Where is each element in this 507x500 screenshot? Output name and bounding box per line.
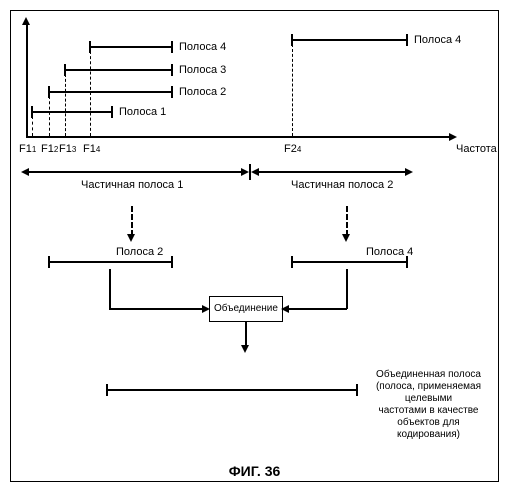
figure-caption: ФИГ. 36: [11, 463, 498, 479]
dash-f11: [32, 116, 33, 136]
note-l3: частотами в качестве объектов для: [361, 405, 496, 429]
partial2-label: Частичная полоса 2: [291, 179, 393, 191]
note-l4: кодирования): [361, 429, 496, 441]
tick-f12: F12: [41, 143, 58, 155]
partial2-line: [257, 171, 407, 173]
down-arrow-right-head: [342, 234, 350, 242]
band4l-end-tick: [171, 41, 173, 53]
mid-left-label: Полоса 2: [116, 246, 163, 258]
conn-right-v: [346, 269, 348, 309]
conn-left-h: [109, 308, 204, 310]
down-arrow-left: [131, 206, 133, 236]
dash-f24: [292, 44, 293, 136]
tick-f14: F14: [83, 143, 100, 155]
combined-line: [106, 389, 356, 391]
down-arrow-left-head: [127, 234, 135, 242]
band1-end-tick: [111, 106, 113, 118]
merge-box: Объединение: [209, 296, 283, 322]
tick-f11: F11: [19, 143, 36, 155]
partial1-label: Частичная полоса 1: [81, 179, 183, 191]
note-l1: Объединенная полоса: [361, 369, 496, 381]
band1-label: Полоса 1: [119, 106, 166, 118]
y-axis: [26, 21, 28, 136]
partial1-arrow-r: [241, 168, 249, 176]
band2-end-tick: [171, 86, 173, 98]
band2-label: Полоса 2: [179, 86, 226, 98]
box-down-line: [245, 322, 247, 347]
band3-label: Полоса 3: [179, 64, 226, 76]
x-axis-arrow: [449, 133, 457, 141]
y-axis-arrow: [22, 17, 30, 25]
conn-left-v: [109, 269, 111, 309]
dash-f14: [90, 51, 91, 136]
partial1-line: [26, 171, 244, 173]
band2-line: [48, 91, 171, 93]
dash-f12: [49, 96, 50, 136]
combined-note: Объединенная полоса (полоса, применяемая…: [361, 369, 496, 441]
dash-f13: [65, 74, 66, 136]
band3-line: [64, 69, 171, 71]
mid-right-label: Полоса 4: [366, 246, 413, 258]
band4r-end-tick: [406, 34, 408, 46]
down-arrow-right: [346, 206, 348, 236]
band4r-label: Полоса 4: [414, 34, 461, 46]
tick-f13: F13: [59, 143, 76, 155]
band4r-line: [291, 39, 406, 41]
band1-line: [31, 111, 111, 113]
x-axis: [26, 136, 451, 138]
partial2-arrow-l: [251, 168, 259, 176]
mid-right-line: [291, 261, 406, 263]
note-l2: (полоса, применяемая целевыми: [361, 381, 496, 405]
mid-left-end: [171, 256, 173, 268]
box-down-arrow: [241, 345, 249, 353]
combined-end: [356, 384, 358, 396]
band4l-line: [89, 46, 171, 48]
band3-end-tick: [171, 64, 173, 76]
partial2-arrow-r: [405, 168, 413, 176]
conn-right-h: [287, 308, 347, 310]
tick-f24: F24: [284, 143, 301, 155]
partial1-arrow-l: [21, 168, 29, 176]
mid-left-line: [48, 261, 171, 263]
x-axis-label: Частота: [456, 143, 497, 155]
figure-frame: Частота Полоса 1 Полоса 2 Полоса 3 Полос…: [10, 10, 499, 482]
band4l-label: Полоса 4: [179, 41, 226, 53]
